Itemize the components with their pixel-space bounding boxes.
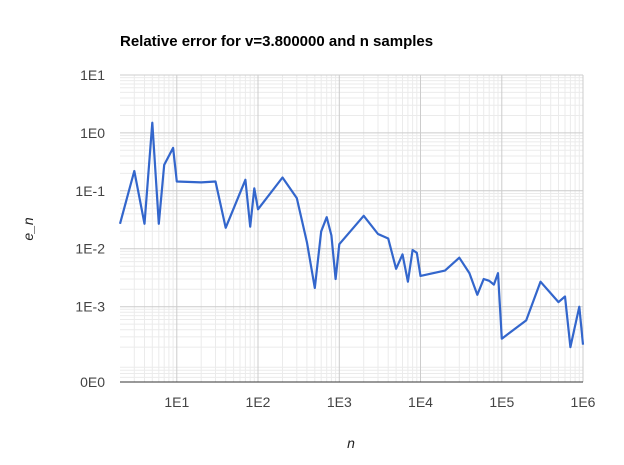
x-tick-label: 1E5 (489, 394, 514, 410)
x-tick-label: 1E1 (164, 394, 189, 410)
y-tick-label: 1E-3 (75, 299, 105, 315)
x-axis-ticks: 1E1 1E2 1E3 1E4 1E5 1E6 (164, 394, 595, 410)
y-tick-label: 1E-2 (75, 241, 105, 257)
chart-title: Relative error for v=3.800000 and n samp… (120, 33, 433, 50)
y-tick-label: 1E-1 (75, 183, 105, 199)
x-tick-label: 1E4 (408, 394, 433, 410)
x-tick-label: 1E3 (327, 394, 352, 410)
x-tick-label: 1E6 (571, 394, 596, 410)
series-layer (118, 121, 585, 349)
x-tick-label: 1E2 (246, 394, 271, 410)
y-axis-title: e_n (20, 217, 36, 241)
x-axis-title: n (347, 435, 355, 451)
y-tick-label: 1E1 (80, 67, 105, 83)
grid (120, 74, 584, 382)
y-tick-label: 1E0 (80, 125, 105, 141)
series-line-1 (118, 121, 585, 349)
y-axis-ticks: 1E1 1E0 1E-1 1E-2 1E-3 0E0 (75, 67, 105, 390)
y-tick-label: 0E0 (80, 374, 105, 390)
